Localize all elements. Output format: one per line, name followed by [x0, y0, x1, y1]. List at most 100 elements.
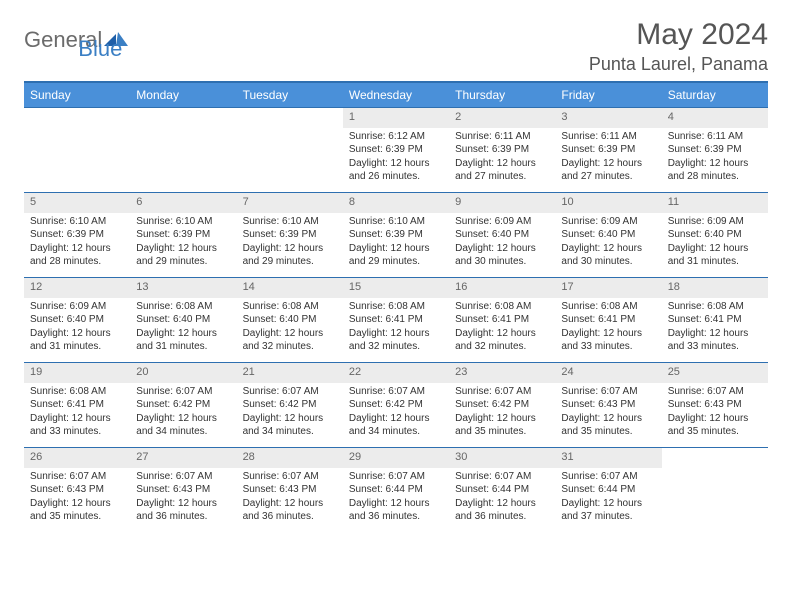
- sunset-line: Sunset: 6:40 PM: [243, 314, 337, 327]
- daylight-line: Daylight: 12 hours: [349, 328, 443, 341]
- sunrise-line: Sunrise: 6:08 AM: [668, 301, 762, 314]
- daylight-line: Daylight: 12 hours: [136, 328, 230, 341]
- daylight-line: Daylight: 12 hours: [30, 243, 124, 256]
- daylight-line: Daylight: 12 hours: [668, 413, 762, 426]
- daylight-line: Daylight: 12 hours: [455, 328, 549, 341]
- weekday-header: Tuesday: [237, 83, 343, 107]
- day-body: Sunrise: 6:07 AMSunset: 6:43 PMDaylight:…: [662, 383, 768, 446]
- day-cell: 21Sunrise: 6:07 AMSunset: 6:42 PMDayligh…: [237, 363, 343, 447]
- daylight-line: and 29 minutes.: [243, 256, 337, 269]
- sunset-line: Sunset: 6:39 PM: [243, 229, 337, 242]
- weekday-header: Saturday: [662, 83, 768, 107]
- calendar-week: 5Sunrise: 6:10 AMSunset: 6:39 PMDaylight…: [24, 192, 768, 277]
- day-body: Sunrise: 6:10 AMSunset: 6:39 PMDaylight:…: [343, 213, 449, 276]
- calendar-week: 26Sunrise: 6:07 AMSunset: 6:43 PMDayligh…: [24, 447, 768, 532]
- day-number: 29: [343, 448, 449, 468]
- sunset-line: Sunset: 6:42 PM: [243, 399, 337, 412]
- logo-word-2: Blue: [78, 36, 122, 61]
- day-body: Sunrise: 6:10 AMSunset: 6:39 PMDaylight:…: [24, 213, 130, 276]
- day-cell: 15Sunrise: 6:08 AMSunset: 6:41 PMDayligh…: [343, 278, 449, 362]
- day-number: 5: [24, 193, 130, 213]
- sunrise-line: Sunrise: 6:07 AM: [455, 471, 549, 484]
- daylight-line: and 37 minutes.: [561, 511, 655, 524]
- calendar-week: 1Sunrise: 6:12 AMSunset: 6:39 PMDaylight…: [24, 107, 768, 192]
- sunrise-line: Sunrise: 6:07 AM: [561, 471, 655, 484]
- daylight-line: Daylight: 12 hours: [243, 498, 337, 511]
- sunrise-line: Sunrise: 6:08 AM: [561, 301, 655, 314]
- day-cell: 29Sunrise: 6:07 AMSunset: 6:44 PMDayligh…: [343, 448, 449, 532]
- day-cell: [24, 108, 130, 192]
- sunrise-line: Sunrise: 6:08 AM: [243, 301, 337, 314]
- sunset-line: Sunset: 6:40 PM: [30, 314, 124, 327]
- sunset-line: Sunset: 6:43 PM: [668, 399, 762, 412]
- sunset-line: Sunset: 6:41 PM: [668, 314, 762, 327]
- day-cell: 14Sunrise: 6:08 AMSunset: 6:40 PMDayligh…: [237, 278, 343, 362]
- day-body: Sunrise: 6:08 AMSunset: 6:41 PMDaylight:…: [24, 383, 130, 446]
- day-number: 12: [24, 278, 130, 298]
- daylight-line: Daylight: 12 hours: [455, 243, 549, 256]
- daylight-line: Daylight: 12 hours: [561, 413, 655, 426]
- daylight-line: Daylight: 12 hours: [561, 243, 655, 256]
- day-number: 10: [555, 193, 661, 213]
- sunrise-line: Sunrise: 6:08 AM: [455, 301, 549, 314]
- day-cell: 16Sunrise: 6:08 AMSunset: 6:41 PMDayligh…: [449, 278, 555, 362]
- sunset-line: Sunset: 6:39 PM: [349, 144, 443, 157]
- day-cell: [237, 108, 343, 192]
- daylight-line: Daylight: 12 hours: [561, 498, 655, 511]
- sunrise-line: Sunrise: 6:07 AM: [455, 386, 549, 399]
- daylight-line: and 29 minutes.: [136, 256, 230, 269]
- weekday-header-row: Sunday Monday Tuesday Wednesday Thursday…: [24, 83, 768, 107]
- page-header: General Blue May 2024 Punta Laurel, Pana…: [24, 18, 768, 75]
- day-number: 13: [130, 278, 236, 298]
- daylight-line: and 32 minutes.: [243, 341, 337, 354]
- sunrise-line: Sunrise: 6:07 AM: [349, 386, 443, 399]
- sunset-line: Sunset: 6:39 PM: [30, 229, 124, 242]
- day-body: Sunrise: 6:08 AMSunset: 6:41 PMDaylight:…: [555, 298, 661, 361]
- sunset-line: Sunset: 6:40 PM: [136, 314, 230, 327]
- sunrise-line: Sunrise: 6:09 AM: [668, 216, 762, 229]
- day-body: Sunrise: 6:08 AMSunset: 6:41 PMDaylight:…: [449, 298, 555, 361]
- day-number: 9: [449, 193, 555, 213]
- daylight-line: and 34 minutes.: [349, 426, 443, 439]
- daylight-line: and 31 minutes.: [30, 341, 124, 354]
- day-cell: 6Sunrise: 6:10 AMSunset: 6:39 PMDaylight…: [130, 193, 236, 277]
- sunrise-line: Sunrise: 6:08 AM: [30, 386, 124, 399]
- sunset-line: Sunset: 6:43 PM: [136, 484, 230, 497]
- day-number: 6: [130, 193, 236, 213]
- sunrise-line: Sunrise: 6:09 AM: [30, 301, 124, 314]
- sunrise-line: Sunrise: 6:07 AM: [30, 471, 124, 484]
- day-number: 17: [555, 278, 661, 298]
- daylight-line: Daylight: 12 hours: [455, 158, 549, 171]
- day-cell: 23Sunrise: 6:07 AMSunset: 6:42 PMDayligh…: [449, 363, 555, 447]
- day-cell: 26Sunrise: 6:07 AMSunset: 6:43 PMDayligh…: [24, 448, 130, 532]
- day-cell: 11Sunrise: 6:09 AMSunset: 6:40 PMDayligh…: [662, 193, 768, 277]
- daylight-line: and 33 minutes.: [30, 426, 124, 439]
- day-number: 18: [662, 278, 768, 298]
- day-number: 3: [555, 108, 661, 128]
- daylight-line: Daylight: 12 hours: [243, 413, 337, 426]
- sunrise-line: Sunrise: 6:07 AM: [243, 386, 337, 399]
- daylight-line: and 30 minutes.: [455, 256, 549, 269]
- sunset-line: Sunset: 6:43 PM: [561, 399, 655, 412]
- month-title: May 2024: [589, 18, 768, 52]
- day-cell: 12Sunrise: 6:09 AMSunset: 6:40 PMDayligh…: [24, 278, 130, 362]
- daylight-line: and 32 minutes.: [349, 341, 443, 354]
- sunrise-line: Sunrise: 6:09 AM: [561, 216, 655, 229]
- daylight-line: Daylight: 12 hours: [136, 413, 230, 426]
- day-cell: 4Sunrise: 6:11 AMSunset: 6:39 PMDaylight…: [662, 108, 768, 192]
- daylight-line: Daylight: 12 hours: [136, 498, 230, 511]
- daylight-line: Daylight: 12 hours: [455, 413, 549, 426]
- day-cell: 24Sunrise: 6:07 AMSunset: 6:43 PMDayligh…: [555, 363, 661, 447]
- daylight-line: and 35 minutes.: [455, 426, 549, 439]
- day-body: Sunrise: 6:10 AMSunset: 6:39 PMDaylight:…: [237, 213, 343, 276]
- daylight-line: and 34 minutes.: [243, 426, 337, 439]
- daylight-line: Daylight: 12 hours: [561, 158, 655, 171]
- daylight-line: and 35 minutes.: [30, 511, 124, 524]
- sunrise-line: Sunrise: 6:07 AM: [136, 386, 230, 399]
- day-cell: 3Sunrise: 6:11 AMSunset: 6:39 PMDaylight…: [555, 108, 661, 192]
- day-cell: 13 Sunrise: 6:08 AMSunset: 6:40 PMDayligh…: [130, 278, 236, 362]
- day-cell: 31Sunrise: 6:07 AMSunset: 6:44 PMDayligh…: [555, 448, 661, 532]
- sunrise-line: Sunrise: 6:08 AM: [136, 301, 230, 314]
- day-cell: 5Sunrise: 6:10 AMSunset: 6:39 PMDaylight…: [24, 193, 130, 277]
- day-cell: 17Sunrise: 6:08 AMSunset: 6:41 PMDayligh…: [555, 278, 661, 362]
